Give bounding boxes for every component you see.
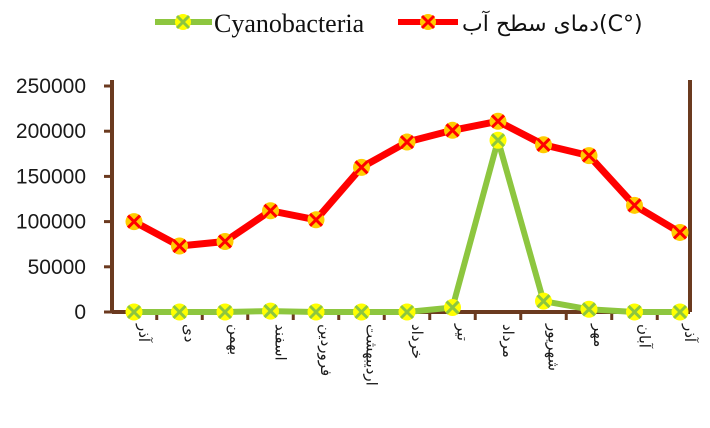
legend-label-water-temp: دمای سطح آب(C°) bbox=[462, 10, 643, 37]
data-point-water-temp bbox=[262, 202, 279, 220]
data-point-cyanobacteria bbox=[125, 303, 143, 321]
legend-marker-cyanobacteria bbox=[175, 14, 191, 30]
data-point-cyanobacteria bbox=[444, 298, 461, 316]
y-tick-label: 150000 bbox=[16, 165, 86, 188]
data-point-water-temp bbox=[125, 213, 143, 231]
data-point-cyanobacteria bbox=[671, 303, 689, 321]
x-tick-label: آذر bbox=[681, 323, 699, 343]
x-tick-label: دی bbox=[181, 324, 199, 342]
data-point-water-temp bbox=[216, 232, 234, 250]
y-tick-label: 250000 bbox=[16, 75, 86, 98]
data-point-water-temp bbox=[398, 133, 416, 151]
x-tick-label: بهمن bbox=[226, 324, 244, 355]
legend-marker-water-temp bbox=[420, 14, 436, 30]
data-point-water-temp bbox=[535, 136, 552, 154]
legend-item-cyanobacteria: Cyanobacteria bbox=[155, 9, 365, 38]
data-point-water-temp bbox=[353, 158, 370, 176]
x-tick-label: فروردین bbox=[317, 324, 335, 376]
x-axis-categories: آذر دی بهمن اسفند فروردین اردیبهشت خرداد تیر مرد… bbox=[135, 323, 699, 386]
data-point-water-temp bbox=[626, 196, 643, 214]
x-tick-label: اردیبهشت bbox=[363, 324, 381, 386]
data-point-water-temp bbox=[580, 147, 598, 165]
legend-label-cyanobacteria: Cyanobacteria bbox=[214, 9, 365, 38]
data-point-water-temp bbox=[671, 223, 689, 241]
data-point-cyanobacteria bbox=[353, 303, 370, 321]
y-tick-label: 200000 bbox=[16, 120, 86, 143]
series-lines bbox=[125, 112, 689, 321]
y-tick-label: 50000 bbox=[28, 256, 86, 279]
y-axis-ticks: 250000 200000 150000 100000 50000 0 bbox=[16, 75, 86, 324]
y-tick-label: 0 bbox=[74, 301, 86, 324]
data-point-cyanobacteria bbox=[171, 303, 188, 321]
data-point-water-temp bbox=[171, 237, 188, 255]
y-tick-label: 100000 bbox=[16, 211, 86, 234]
data-point-cyanobacteria bbox=[216, 303, 234, 321]
data-point-cyanobacteria bbox=[535, 292, 552, 310]
data-point-cyanobacteria bbox=[580, 300, 598, 318]
x-tick-label: مهر bbox=[590, 323, 608, 347]
data-point-water-temp bbox=[444, 121, 461, 139]
legend-item-water-temp: دمای سطح آب(C°) bbox=[398, 10, 643, 37]
x-tick-label: آبان bbox=[636, 324, 654, 349]
data-point-cyanobacteria bbox=[262, 302, 279, 320]
x-tick-label: تیر bbox=[454, 323, 472, 341]
x-tick-label: آذر bbox=[135, 323, 153, 343]
data-point-cyanobacteria bbox=[398, 303, 416, 321]
data-point-water-temp bbox=[307, 211, 325, 229]
data-point-water-temp bbox=[489, 112, 507, 130]
x-tick-label: شهریور bbox=[545, 323, 563, 371]
data-point-cyanobacteria bbox=[626, 303, 643, 321]
legend: Cyanobacteria دمای سطح آب(C°) bbox=[155, 9, 643, 38]
data-point-cyanobacteria bbox=[489, 131, 507, 149]
x-tick-label: مرداد bbox=[499, 324, 517, 358]
x-tick-label: اسفند bbox=[272, 324, 290, 361]
data-point-cyanobacteria bbox=[307, 303, 325, 321]
x-tick-label: خرداد bbox=[408, 324, 426, 359]
axes bbox=[104, 80, 692, 320]
